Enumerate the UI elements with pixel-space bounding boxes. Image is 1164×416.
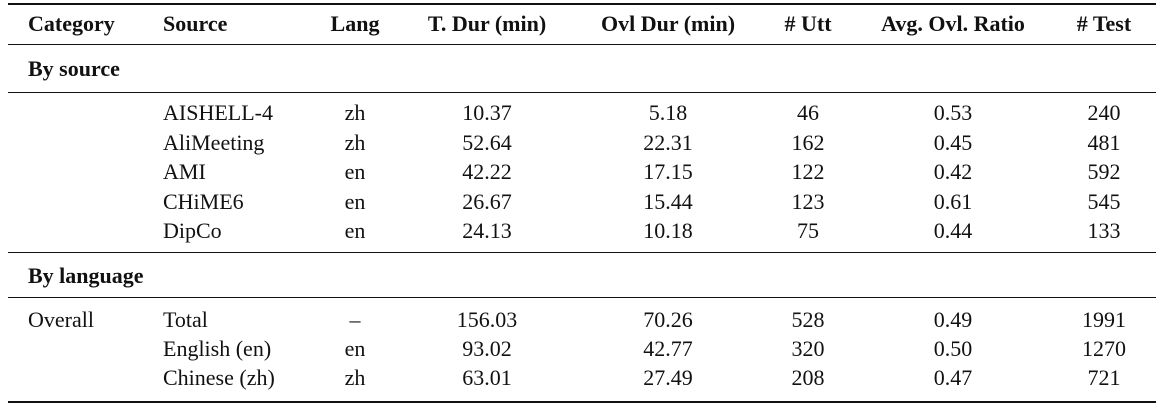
data-cell: 22.31	[643, 130, 693, 155]
data-cell: 46	[797, 100, 819, 125]
data-cell: 528	[791, 307, 825, 332]
data-cell: 0.61	[933, 189, 973, 214]
data-cell: en	[344, 336, 366, 361]
data-cell: 481	[1087, 130, 1121, 155]
data-cell: zh	[344, 130, 366, 155]
data-cell: 0.53	[933, 100, 973, 125]
data-cell: 5.18	[648, 100, 688, 125]
section-title: By language	[28, 263, 144, 288]
data-cell: 0.44	[933, 218, 973, 243]
data-cell: zh	[344, 365, 366, 390]
data-cell: 162	[791, 130, 825, 155]
data-cell: 17.15	[643, 159, 693, 184]
data-cell: 592	[1087, 159, 1121, 184]
data-cell: 52.64	[462, 130, 512, 155]
data-cell: 721	[1087, 365, 1121, 390]
data-cell: 15.44	[643, 189, 693, 214]
data-cell: zh	[344, 100, 366, 125]
column-header: T. Dur (min)	[427, 11, 547, 36]
source-cell: Chinese (zh)	[163, 365, 275, 390]
section-rule	[8, 297, 1156, 298]
data-cell: 63.01	[462, 365, 512, 390]
data-cell: 70.26	[643, 307, 693, 332]
column-header: Category	[28, 11, 115, 36]
data-cell: 208	[791, 365, 825, 390]
data-cell: 1270	[1082, 336, 1126, 361]
category-cell: Overall	[28, 307, 94, 332]
column-header: Source	[163, 11, 228, 36]
column-header: Ovl Dur (min)	[600, 11, 736, 36]
section-rule	[8, 92, 1156, 93]
data-cell: en	[344, 159, 366, 184]
data-cell: 24.13	[462, 218, 512, 243]
data-cell: 26.67	[462, 189, 512, 214]
data-cell: –	[349, 307, 361, 332]
source-cell: AMI	[163, 159, 206, 184]
data-cell: 93.02	[462, 336, 512, 361]
source-cell: AliMeeting	[163, 130, 265, 155]
data-cell: 0.45	[933, 130, 973, 155]
source-cell: Total	[163, 307, 208, 332]
source-cell: CHiME6	[163, 189, 244, 214]
column-header: # Test	[1076, 11, 1132, 36]
data-cell: en	[344, 218, 366, 243]
data-cell: 42.77	[643, 336, 693, 361]
data-cell: 0.47	[933, 365, 973, 390]
data-cell: 122	[791, 159, 825, 184]
data-cell: 0.50	[933, 336, 973, 361]
data-cell: 0.42	[933, 159, 973, 184]
data-cell: 42.22	[462, 159, 512, 184]
top-rule	[8, 3, 1156, 5]
source-cell: AISHELL-4	[163, 100, 273, 125]
data-cell: 75	[797, 218, 819, 243]
data-cell: 133	[1087, 218, 1121, 243]
column-header: Lang	[330, 11, 380, 36]
data-cell: 240	[1087, 100, 1121, 125]
section-rule	[8, 252, 1156, 253]
bottom-rule	[8, 401, 1156, 403]
data-cell: en	[344, 189, 366, 214]
source-cell: English (en)	[163, 336, 272, 361]
section-title: By source	[28, 56, 120, 81]
column-header: # Utt	[784, 11, 832, 36]
data-cell: 320	[791, 336, 825, 361]
header-rule	[8, 44, 1156, 45]
data-cell: 0.49	[933, 307, 973, 332]
data-cell: 27.49	[643, 365, 693, 390]
data-cell: 1991	[1082, 307, 1126, 332]
data-cell: 10.37	[462, 100, 512, 125]
data-cell: 156.03	[456, 307, 518, 332]
source-cell: DipCo	[163, 218, 222, 243]
data-cell: 10.18	[643, 218, 693, 243]
column-header: Avg. Ovl. Ratio	[881, 11, 1025, 36]
data-cell: 545	[1087, 189, 1121, 214]
data-cell: 123	[791, 189, 825, 214]
